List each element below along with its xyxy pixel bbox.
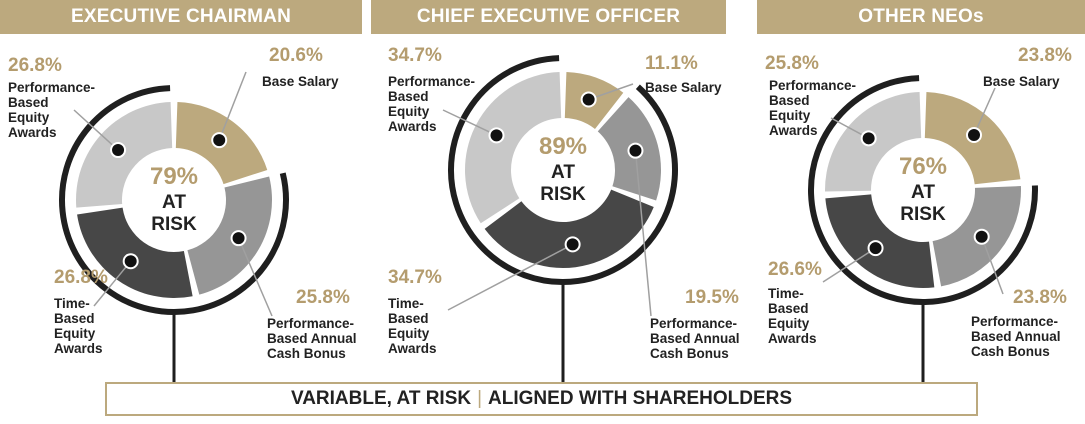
category-label-time-based-equity-line: Based (388, 311, 429, 326)
leader-line (73, 109, 119, 151)
footer-left-text: VARIABLE, AT RISK (290, 388, 472, 409)
at-risk-arc (448, 55, 678, 285)
category-label-time-based-equity-line: Time- (388, 296, 424, 311)
category-label-performance-equity-line: Performance- (769, 78, 857, 93)
leader-line (93, 260, 132, 307)
leader-line (822, 247, 876, 283)
segment-marker-dot (580, 91, 597, 108)
center-at-risk-label: RISK (151, 214, 197, 235)
category-label-base-salary-line: Base Salary (983, 74, 1060, 89)
value-label-base-salary: 23.8% (1018, 45, 1072, 66)
segment-performance-equity (464, 72, 562, 224)
segment-marker-dot (867, 240, 884, 257)
category-label-annual-cash-bonus-line: Based Annual (267, 331, 357, 346)
category-label-time-based-equity-line: Equity (388, 326, 430, 341)
segment-marker-dot (965, 127, 982, 144)
leader-line (442, 109, 497, 137)
segment-marker-dot (488, 127, 505, 144)
category-label-annual-cash-bonus-line: Performance- (650, 316, 738, 331)
value-label-time-based-equity: 26.6% (768, 259, 822, 280)
segment-time-based-equity (77, 207, 193, 298)
category-label-annual-cash-bonus-line: Based Annual (971, 329, 1061, 344)
leader-line (634, 150, 652, 317)
category-label-performance-equity-line: Equity (769, 108, 811, 123)
value-label-performance-equity: 34.7% (388, 45, 442, 66)
panel-title: OTHER NEOs (757, 0, 1085, 34)
category-label-performance-equity-line: Performance- (8, 80, 96, 95)
category-label-performance-equity-line: Awards (388, 119, 437, 134)
panel-title: EXECUTIVE CHAIRMAN (0, 0, 362, 34)
category-label-performance-equity-line: Based (388, 89, 429, 104)
category-label-time-based-equity-line: Awards (768, 331, 817, 346)
category-label-time-based-equity-line: Awards (54, 341, 103, 356)
value-label-base-salary: 11.1% (645, 53, 698, 74)
category-label-performance-equity-line: Awards (8, 125, 57, 140)
footer-banner: VARIABLE, AT RISK | ALIGNED WITH SHAREHO… (105, 382, 978, 416)
value-label-performance-equity: 25.8% (765, 53, 819, 74)
center-at-risk-label: RISK (900, 204, 946, 225)
value-label-annual-cash-bonus: 25.8% (296, 287, 350, 308)
segment-marker-dot (230, 230, 247, 247)
leader-line (973, 87, 996, 136)
segment-time-based-equity (484, 189, 654, 268)
category-label-base-salary-line: Base Salary (262, 74, 339, 89)
panel-title: CHIEF EXECUTIVE OFFICER (371, 0, 726, 34)
center-at-risk-percent: 76% (898, 153, 948, 180)
category-label-time-based-equity-line: Awards (388, 341, 437, 356)
category-label-base-salary-line: Base Salary (645, 80, 722, 95)
at-risk-arc (59, 85, 289, 315)
segment-annual-cash-bonus (187, 176, 272, 295)
category-label-annual-cash-bonus-line: Cash Bonus (267, 346, 346, 361)
category-label-performance-equity-line: Awards (769, 123, 818, 138)
leader-line (980, 236, 1004, 295)
center-at-risk-percent: 79% (149, 163, 199, 190)
category-label-time-based-equity-line: Equity (54, 326, 96, 341)
center-at-risk-percent: 89% (538, 133, 588, 160)
category-label-annual-cash-bonus-line: Based Annual (650, 331, 740, 346)
leader-line (447, 243, 573, 311)
segment-marker-dot (860, 130, 877, 147)
category-label-time-based-equity-line: Equity (768, 316, 810, 331)
center-at-risk-label: AT (162, 192, 186, 213)
category-label-performance-equity-line: Equity (388, 104, 430, 119)
leader-line (237, 237, 273, 317)
segment-time-based-equity (825, 194, 935, 288)
category-label-annual-cash-bonus-line: Performance- (971, 314, 1059, 329)
value-label-time-based-equity: 26.8% (54, 267, 108, 288)
category-label-performance-equity-line: Based (8, 95, 49, 110)
segment-marker-dot (211, 132, 228, 149)
segment-marker-dot (122, 253, 139, 270)
value-label-annual-cash-bonus: 23.8% (1013, 287, 1067, 308)
value-label-base-salary: 20.6% (269, 45, 323, 66)
category-label-time-based-equity-line: Time- (768, 286, 804, 301)
category-label-time-based-equity-line: Time- (54, 296, 90, 311)
value-label-time-based-equity: 34.7% (388, 267, 442, 288)
footer-right-text: ALIGNED WITH SHAREHOLDERS (488, 388, 793, 409)
value-label-performance-equity: 26.8% (8, 55, 62, 76)
at-risk-arc (808, 75, 1038, 305)
segment-marker-dot (564, 236, 581, 253)
center-at-risk-label: AT (551, 162, 575, 183)
value-label-annual-cash-bonus: 19.5% (685, 287, 739, 308)
category-label-time-based-equity-line: Based (54, 311, 95, 326)
category-label-annual-cash-bonus-line: Cash Bonus (971, 344, 1050, 359)
category-label-annual-cash-bonus-line: Cash Bonus (650, 346, 729, 361)
leader-line (218, 71, 247, 141)
segment-marker-dot (627, 142, 644, 159)
segment-marker-dot (110, 142, 127, 159)
category-label-performance-equity-line: Equity (8, 110, 50, 125)
segment-marker-dot (973, 228, 990, 245)
category-label-time-based-equity-line: Based (768, 301, 809, 316)
category-label-annual-cash-bonus-line: Performance- (267, 316, 355, 331)
center-at-risk-label: AT (911, 182, 935, 203)
footer-separator: | (477, 388, 483, 409)
category-label-performance-equity-line: Based (769, 93, 810, 108)
center-at-risk-label: RISK (540, 184, 586, 205)
category-label-performance-equity-line: Performance- (388, 74, 476, 89)
